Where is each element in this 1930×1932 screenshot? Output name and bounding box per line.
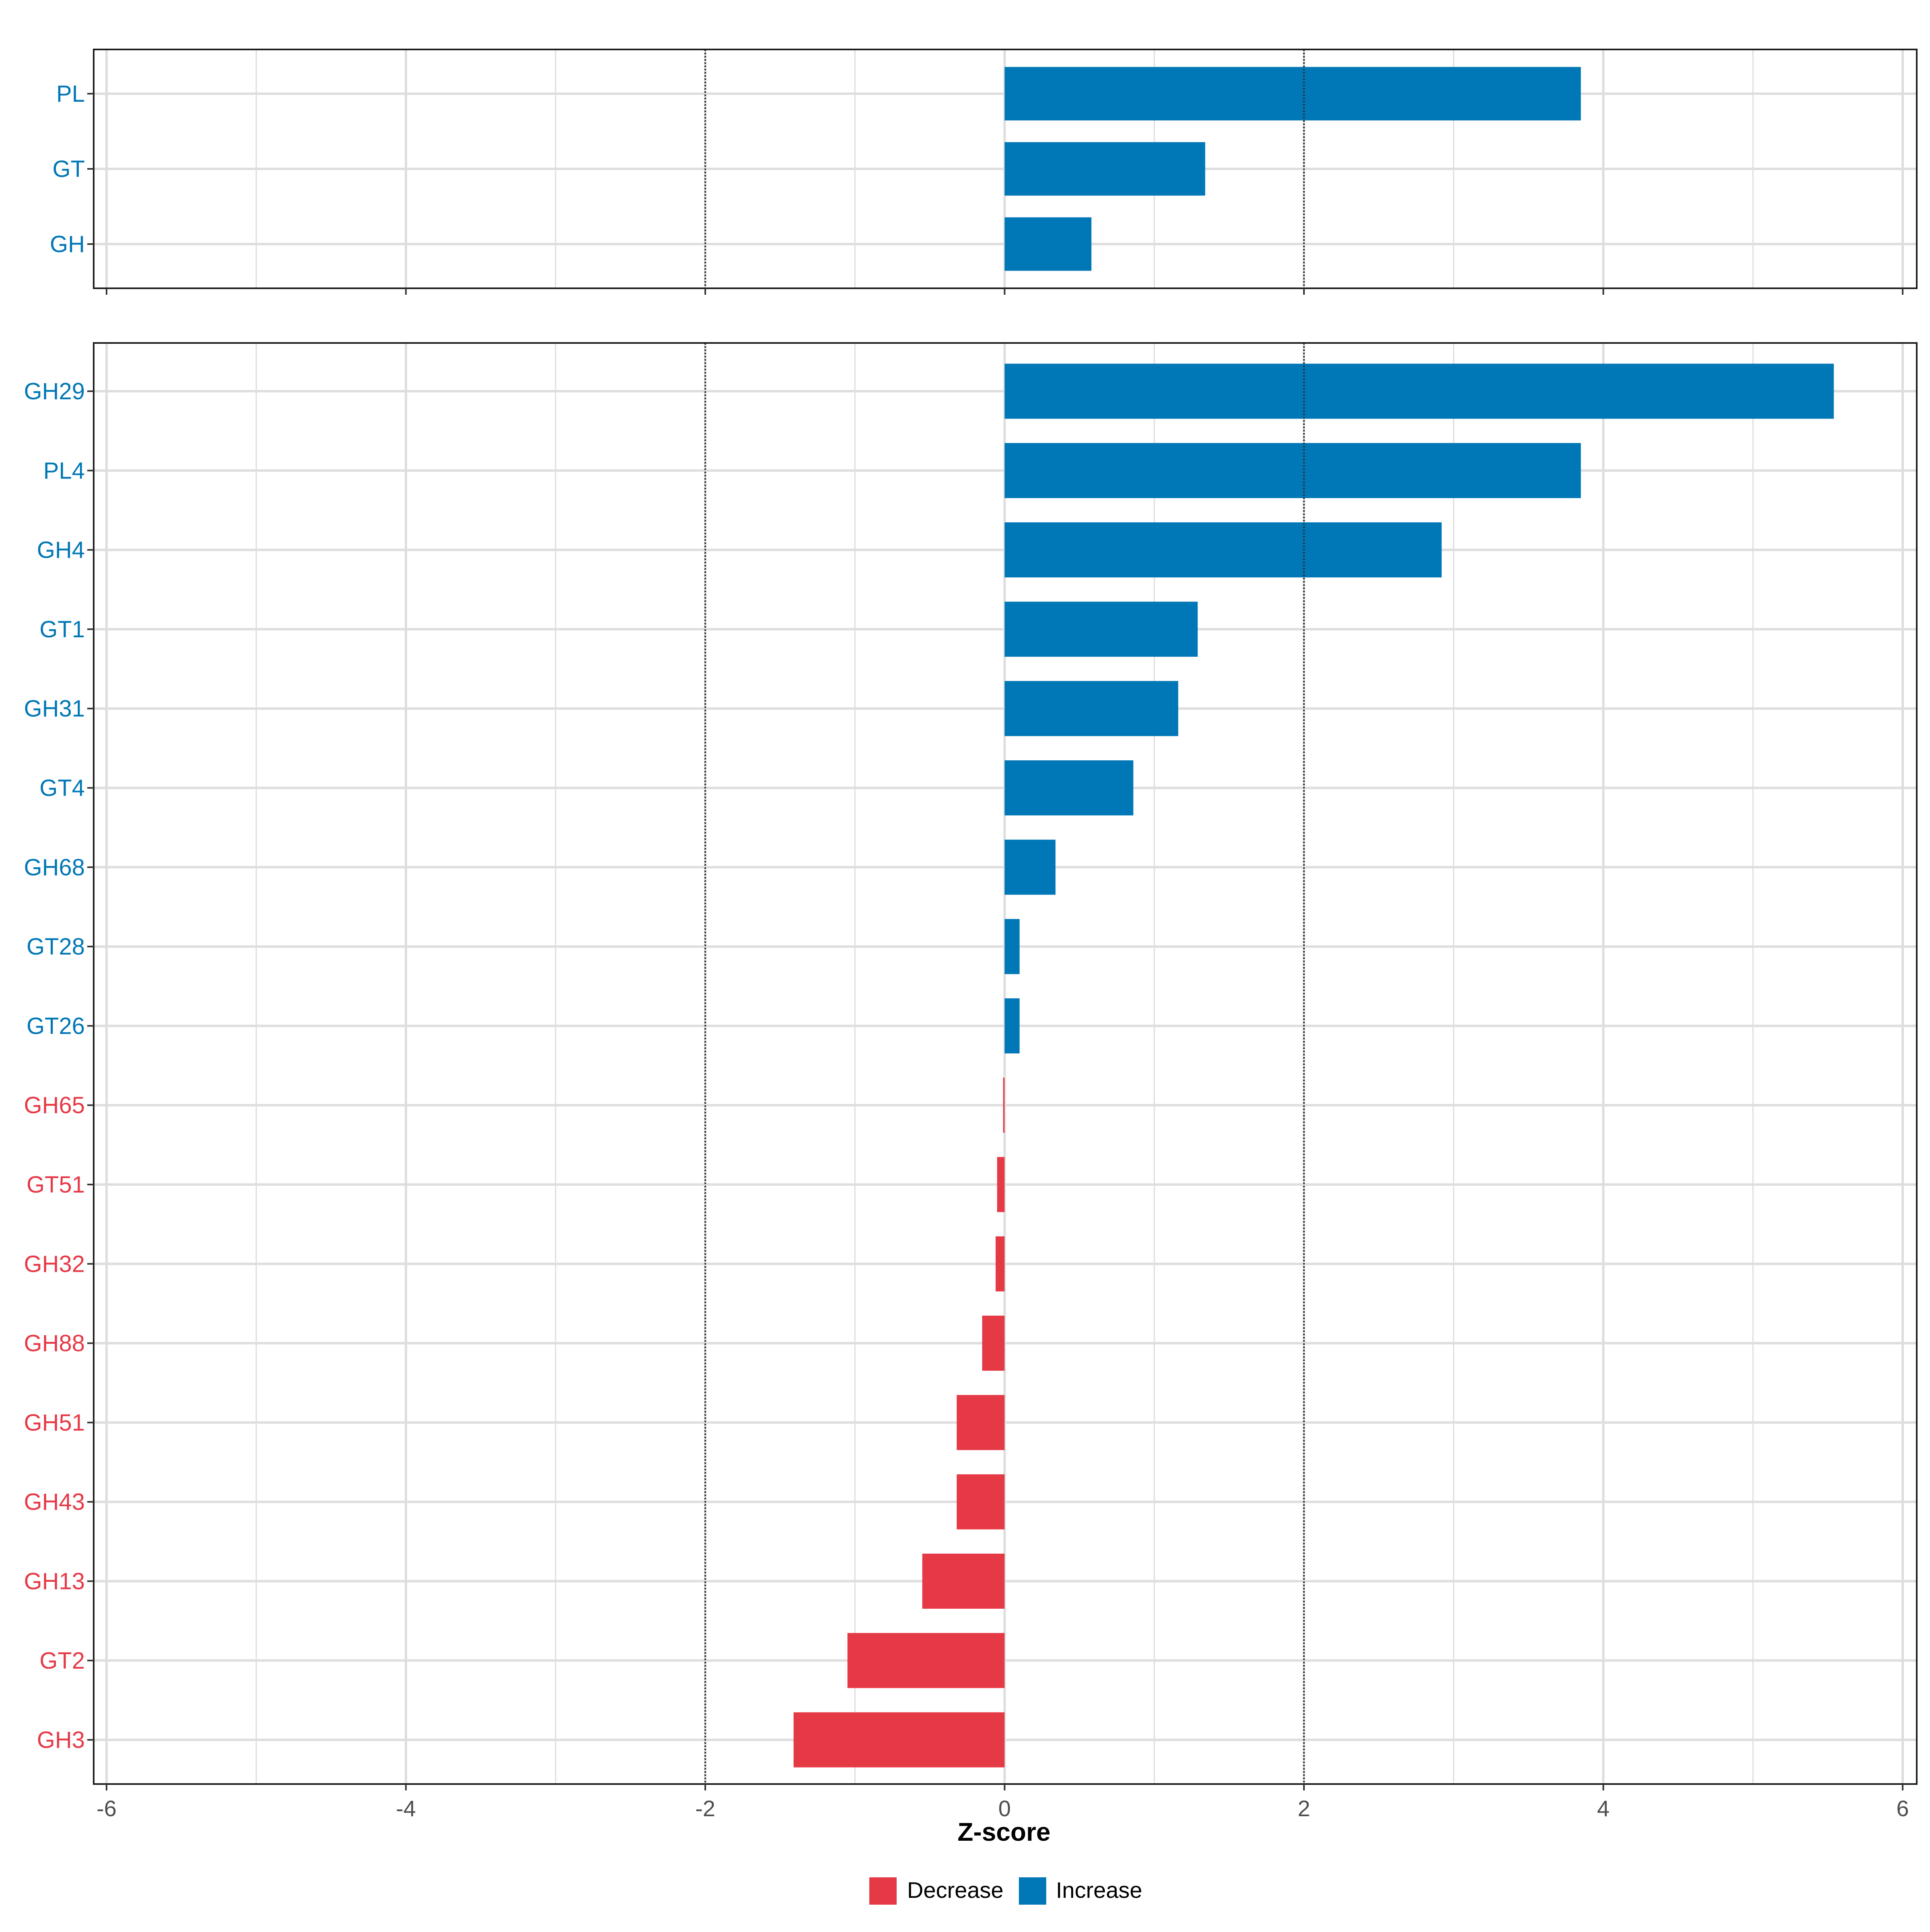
- bar: [957, 1474, 1005, 1530]
- y-tick-label: GT26: [27, 1013, 85, 1039]
- y-tick-label: GT51: [27, 1172, 85, 1198]
- y-tick-label: GH: [50, 231, 85, 257]
- x-tick-label: 6: [1896, 1796, 1909, 1821]
- bar: [1004, 217, 1092, 271]
- y-tick-label: GH3: [37, 1727, 85, 1753]
- bar: [1004, 142, 1205, 196]
- bar: [847, 1633, 1005, 1688]
- bar: [997, 1157, 1005, 1212]
- y-tick-label: GT28: [27, 934, 85, 960]
- x-axis-title: Z-score: [957, 1817, 1050, 1846]
- y-tick-label: GH13: [24, 1569, 85, 1595]
- y-tick-label: PL: [56, 81, 85, 107]
- bar: [957, 1395, 1005, 1450]
- bar: [1004, 919, 1020, 974]
- y-tick-label: GH32: [24, 1251, 85, 1277]
- legend-label-increase: Increase: [1056, 1877, 1142, 1903]
- bar: [1004, 602, 1198, 657]
- x-tick-label: -6: [96, 1796, 117, 1821]
- y-tick-label: GT2: [39, 1648, 85, 1674]
- bar: [996, 1236, 1005, 1291]
- bar: [1004, 67, 1581, 121]
- bar: [922, 1554, 1005, 1609]
- legend-swatch-decrease: [869, 1877, 897, 1905]
- y-tick-label: GH31: [24, 696, 85, 722]
- bar: [1004, 840, 1056, 895]
- legend-swatch-increase: [1019, 1877, 1046, 1905]
- x-tick-label: 2: [1298, 1796, 1310, 1821]
- bar: [1004, 760, 1133, 815]
- x-tick-label: -4: [396, 1796, 416, 1821]
- legend-label-decrease: Decrease: [907, 1877, 1004, 1903]
- x-tick-label: 4: [1597, 1796, 1610, 1821]
- bar: [1004, 681, 1179, 736]
- bar: [982, 1316, 1005, 1371]
- bar: [1004, 363, 1834, 419]
- legend: Decrease Increase: [869, 1877, 1142, 1905]
- y-tick-label: PL4: [43, 458, 85, 484]
- bar: [1004, 522, 1442, 578]
- bar: [1004, 998, 1020, 1053]
- x-tick-label: -2: [695, 1796, 715, 1821]
- bottom-panel: GH29PL4GH4GT1GH31GT4GH68GT28GT26GH65GT51…: [24, 342, 1918, 1821]
- y-tick-label: GH51: [24, 1410, 85, 1436]
- y-tick-label: GT4: [39, 775, 85, 801]
- x-tick-label: 0: [998, 1796, 1011, 1821]
- y-tick-label: GH43: [24, 1489, 85, 1515]
- y-tick-label: GH65: [24, 1092, 85, 1119]
- y-tick-label: GH29: [24, 378, 85, 404]
- top-panel: PL GT GH: [50, 49, 1918, 295]
- bar: [1003, 1078, 1005, 1133]
- y-tick-label: GT: [52, 156, 85, 182]
- y-tick-label: GT1: [39, 616, 85, 643]
- y-tick-label: GH88: [24, 1330, 85, 1357]
- y-tick-label: GH68: [24, 854, 85, 881]
- bar: [793, 1712, 1005, 1768]
- y-tick-label: GH4: [37, 537, 85, 563]
- bar: [1004, 443, 1581, 498]
